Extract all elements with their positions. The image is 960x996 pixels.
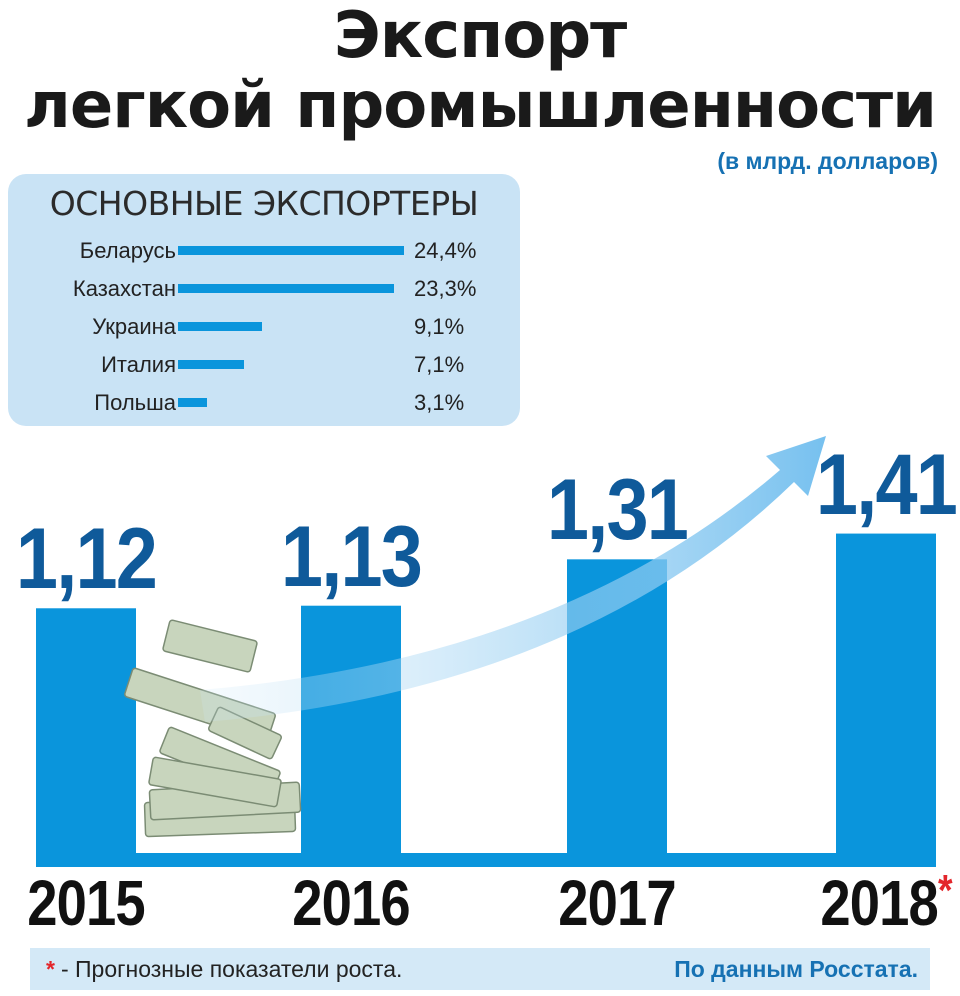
exporter-share-label: 23,3% xyxy=(414,276,477,301)
footer-bar: * - Прогнозные показатели роста. По данны… xyxy=(30,948,930,990)
x-axis-baseline xyxy=(36,853,936,867)
x-tick-text: 2017 xyxy=(558,867,676,939)
footer-source: По данным Росстата. xyxy=(674,956,918,982)
x-tick-text: 2018 xyxy=(820,867,938,939)
forecast-asterisk: * xyxy=(937,866,953,915)
banknotes-illustration xyxy=(124,619,302,838)
bar-2016 xyxy=(301,605,401,853)
bar-value-label: 1,12 xyxy=(15,511,158,608)
chart-title-line-2: легкой промышленности xyxy=(24,69,937,143)
exporter-share-bar xyxy=(178,360,244,369)
exporter-row: Украина 9,1% xyxy=(8,310,520,344)
x-tick-text: 2016 xyxy=(292,867,410,939)
exporter-share-bar xyxy=(178,322,263,331)
exporters-inset-title: ОСНОВНЫЕ ЭКСПОРТЕРЫ xyxy=(49,184,479,223)
exporter-name: Украина xyxy=(92,314,176,339)
x-tick-label: 2017 xyxy=(532,866,702,940)
exporter-name: Италия xyxy=(101,352,176,377)
x-tick-label: 2015 xyxy=(1,866,171,940)
exporter-share-bar xyxy=(178,284,394,293)
exporters-inset: ОСНОВНЫЕ ЭКСПОРТЕРЫ Беларусь 24,4% Казахст… xyxy=(8,174,520,426)
chart-title-line-1: Экспорт xyxy=(333,0,627,73)
exporter-share-label: 7,1% xyxy=(414,352,465,377)
chart-subtitle-units: (в млрд. долларов) xyxy=(717,148,938,174)
exporter-share-bar xyxy=(178,398,207,407)
exporter-name: Беларусь xyxy=(79,238,176,263)
footer-note: * - Прогнозные показатели роста. xyxy=(46,956,402,983)
exporter-row: Беларусь 24,4% xyxy=(8,234,520,268)
growth-arrow xyxy=(200,436,826,722)
exporter-name: Польша xyxy=(94,390,176,415)
bar-2015 xyxy=(36,608,136,853)
exporter-row: Казахстан 23,3% xyxy=(8,272,520,306)
x-tick-label: 2018* xyxy=(801,866,960,940)
x-tick-text: 2015 xyxy=(27,867,145,939)
exporter-share-label: 9,1% xyxy=(414,314,465,339)
bar-2018 xyxy=(836,533,936,853)
x-tick-label: 2016 xyxy=(266,866,436,940)
exporter-share-bar xyxy=(178,246,404,255)
exporter-row: Польша 3,1% xyxy=(8,386,520,420)
footer-note-text: - Прогнозные показатели роста. xyxy=(60,956,403,982)
bar-value-label: 1,41 xyxy=(815,436,958,533)
exporter-row: Италия 7,1% xyxy=(8,348,520,382)
exporter-share-label: 24,4% xyxy=(414,238,477,263)
forecast-asterisk: * xyxy=(46,956,55,982)
bar-value-label: 1,13 xyxy=(280,508,423,605)
bar-value-label: 1,31 xyxy=(546,462,689,559)
exporter-share-label: 3,1% xyxy=(414,390,465,415)
exporter-name: Казахстан xyxy=(72,276,176,301)
